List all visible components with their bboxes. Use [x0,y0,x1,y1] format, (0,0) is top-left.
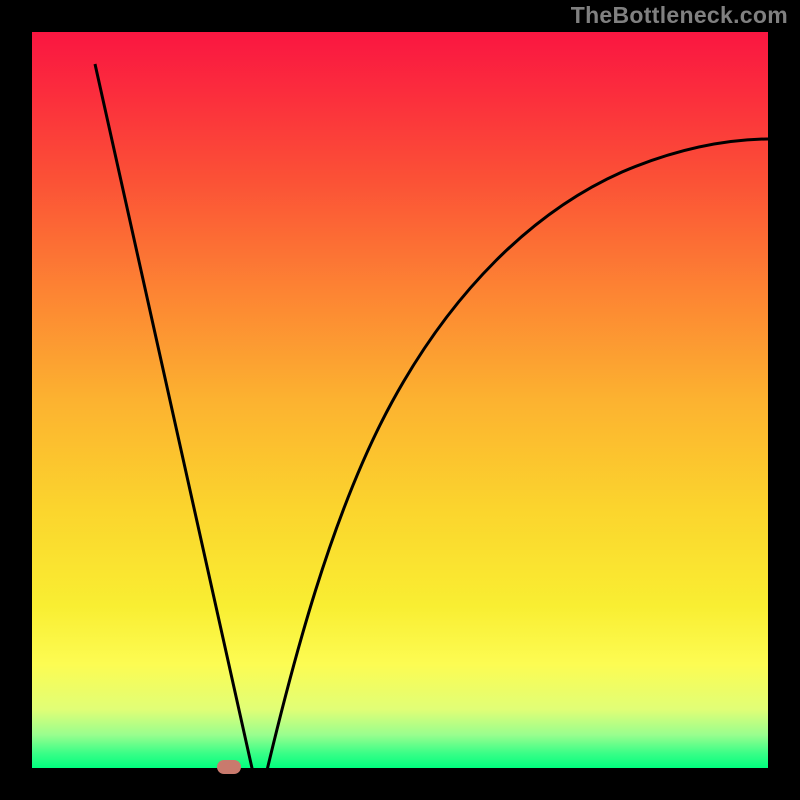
chart-container: TheBottleneck.com [0,0,800,800]
bottleneck-curve [32,32,800,800]
optimum-marker [217,760,241,774]
plot-area [32,32,768,768]
watermark-label: TheBottleneck.com [571,2,788,29]
